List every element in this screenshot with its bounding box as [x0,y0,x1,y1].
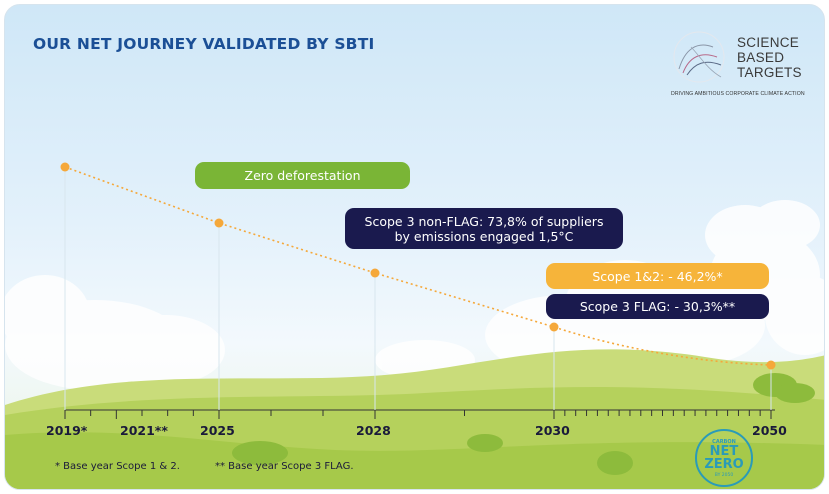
sbti-logo: SCIENCE BASED TARGETS DRIVING AMBITIOUS … [669,29,819,107]
year-label-2019: 2019* [46,423,88,438]
year-label-2050: 2050 [752,423,787,438]
year-label-2030: 2030 [535,423,570,438]
page-title: OUR NET JOURNEY VALIDATED BY SBTI [33,35,375,53]
badge-line-4: BY 2050 [714,473,734,478]
point-2050 [766,360,776,370]
milestone-scope3-flag: Scope 3 FLAG: - 30,3%** [546,294,769,319]
footnote-scope12: * Base year Scope 1 & 2. [55,461,180,472]
point-2028 [370,268,380,278]
year-label-2025: 2025 [200,423,235,438]
milestone-guides [64,167,772,410]
journey-card: OUR NET JOURNEY VALIDATED BY SBTI SCIENC… [4,4,825,490]
year-label-2021: 2021** [120,423,168,438]
milestone-zero-deforestation: Zero deforestation [195,162,410,189]
carbon-net-zero-badge: CARBON NET ZERO BY 2050 [695,429,753,487]
point-2030 [549,322,559,332]
milestone-scope12: Scope 1&2: - 46,2%* [546,263,769,289]
front-hill [5,432,824,489]
logo-tagline: DRIVING AMBITIOUS CORPORATE CLIMATE ACTI… [671,91,805,97]
point-2019 [60,162,70,172]
badge-line-1: CARBON [712,439,736,445]
badge-line-3: ZERO [704,457,744,472]
bushes [232,373,815,475]
point-2025 [214,218,224,228]
trajectory-line [64,166,772,366]
footnote-scope3-flag: ** Base year Scope 3 FLAG. [215,461,354,472]
scope3-nonflag-line-1: Scope 3 non-FLAG: 73,8% of suppliers [364,213,604,229]
sbti-logo-wordmark: SCIENCE BASED TARGETS [737,35,802,80]
logo-line-2: BASED [737,50,785,65]
scope3-nonflag-line-2: by emissions engaged 1,5°C [394,228,574,244]
logo-line-3: TARGETS [737,65,802,80]
logo-line-1: SCIENCE [737,35,800,50]
badge-line-2: NET [709,444,739,459]
timeline-ticks [64,410,772,419]
year-label-2028: 2028 [356,423,391,438]
milestone-points [60,162,776,370]
milestone-scope3-nonflag: Scope 3 non-FLAG: 73,8% of suppliers by … [345,208,623,249]
sbti-logo-mark-icon [673,31,725,83]
